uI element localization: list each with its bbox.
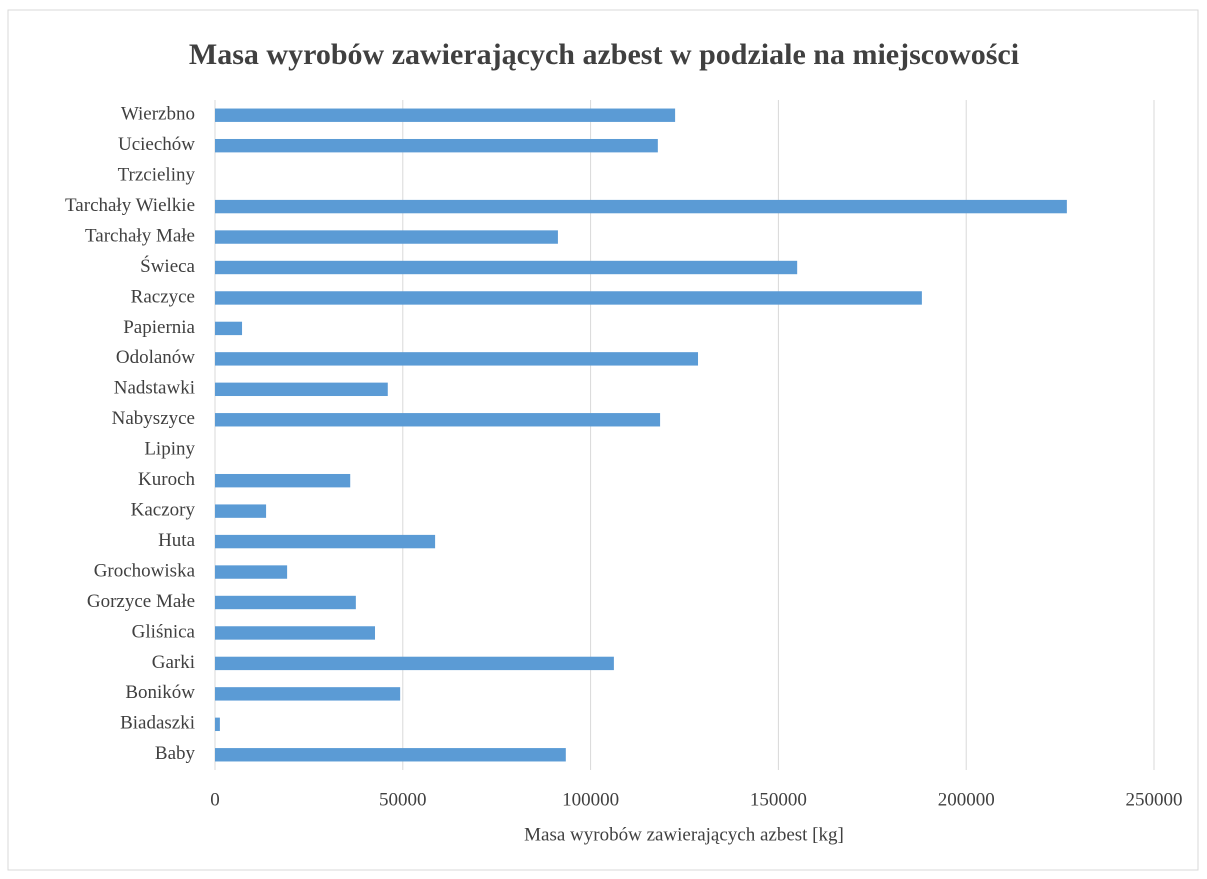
- bar: [215, 504, 267, 518]
- y-tick-label: Raczyce: [131, 286, 195, 307]
- y-tick-label: Trzcieliny: [118, 164, 196, 185]
- bar: [215, 413, 661, 427]
- bar: [215, 108, 676, 122]
- bar: [215, 382, 388, 397]
- y-tick-label: Tarchały Małe: [85, 225, 195, 246]
- y-tick-label: Tarchały Wielkie: [65, 195, 195, 216]
- bar: [215, 717, 220, 732]
- y-tick-label: Garki: [152, 652, 195, 673]
- y-tick-label: Kaczory: [131, 499, 196, 520]
- x-tick-label: 200000: [938, 789, 995, 810]
- y-tick-label: Gorzyce Małe: [87, 591, 195, 612]
- bar: [215, 595, 356, 610]
- bar: [215, 260, 798, 275]
- y-tick-label: Lipiny: [144, 439, 195, 460]
- bar: [215, 534, 436, 549]
- x-tick-label: 0: [210, 789, 220, 810]
- chart-title: Masa wyrobów zawierających azbest w podz…: [189, 38, 1019, 71]
- bar: [215, 352, 699, 366]
- y-tick-label: Biadaszki: [120, 713, 195, 734]
- bar: [215, 138, 658, 153]
- y-tick-label: Grochowiska: [94, 560, 196, 581]
- x-tick-label: 250000: [1126, 789, 1183, 810]
- chart-border: [7, 9, 1199, 871]
- bar: [215, 626, 376, 640]
- bar: [215, 656, 614, 671]
- y-tick-label: Huta: [158, 530, 196, 551]
- y-tick-label: Gliśnica: [132, 621, 196, 642]
- y-tick-label: Nabyszyce: [112, 408, 195, 429]
- y-tick-label: Baby: [155, 743, 196, 764]
- x-tick-label: 150000: [750, 789, 807, 810]
- x-tick-label: 50000: [379, 789, 427, 810]
- y-tick-label: Wierzbno: [121, 104, 195, 125]
- x-tick-label: 100000: [562, 789, 619, 810]
- bar: [215, 321, 243, 336]
- y-tick-label: Nadstawki: [114, 378, 195, 399]
- y-tick-label: Boników: [125, 682, 195, 703]
- bar: [215, 473, 351, 488]
- y-tick-label: Kuroch: [138, 469, 195, 490]
- y-tick-label: Świeca: [140, 255, 195, 277]
- y-tick-label: Uciechów: [118, 134, 195, 155]
- bar: [215, 687, 401, 701]
- bar: [215, 565, 288, 579]
- bar: [215, 230, 558, 244]
- x-axis-title: Masa wyrobów zawierających azbest [kg]: [524, 824, 844, 845]
- y-tick-label: Odolanów: [116, 347, 195, 368]
- y-tick-label: Papiernia: [123, 317, 195, 338]
- bar: [215, 748, 566, 762]
- bar: [215, 199, 1067, 214]
- bar: [215, 291, 922, 305]
